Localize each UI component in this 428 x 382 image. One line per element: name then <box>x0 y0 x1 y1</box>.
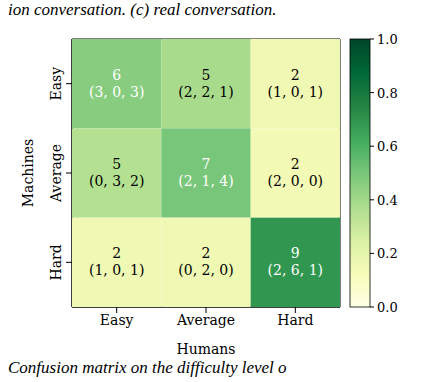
svg-text:2: 2 <box>291 67 300 83</box>
svg-text:Average: Average <box>48 144 64 203</box>
svg-text:0.8: 0.8 <box>377 86 398 101</box>
svg-text:2: 2 <box>112 245 121 261</box>
svg-text:Average: Average <box>176 312 235 328</box>
html-text:ion conversation. (c) real con: ion conversation. (c) real conversation. <box>8 0 277 19</box>
svg-text:Hard: Hard <box>277 312 313 328</box>
svg-text:(3, 0, 3): (3, 0, 3) <box>89 84 144 100</box>
svg-text:(0, 2, 0): (0, 2, 0) <box>178 262 233 278</box>
svg-text:0.0: 0.0 <box>377 300 398 315</box>
svg-text:0.2: 0.2 <box>377 246 398 261</box>
svg-text:Humans: Humans <box>176 341 235 356</box>
html-text:Confusion matrix on the diffic: Confusion matrix on the difficulty level… <box>8 358 287 377</box>
svg-text:(1, 0, 1): (1, 0, 1) <box>89 262 144 278</box>
svg-text:5: 5 <box>112 156 121 172</box>
svg-text:(2, 1, 4): (2, 1, 4) <box>178 173 233 189</box>
svg-text:(0, 3, 2): (0, 3, 2) <box>89 173 144 189</box>
svg-text:Easy: Easy <box>48 67 64 101</box>
svg-text:2: 2 <box>291 156 300 172</box>
svg-text:1.0: 1.0 <box>377 32 398 47</box>
svg-text:9: 9 <box>291 245 300 261</box>
svg-text:7: 7 <box>202 156 211 172</box>
svg-text:5: 5 <box>202 67 211 83</box>
svg-text:6: 6 <box>112 67 121 83</box>
svg-text:(2, 2, 1): (2, 2, 1) <box>178 84 233 100</box>
svg-text:(2, 6, 1): (2, 6, 1) <box>268 262 323 278</box>
svg-text:Easy: Easy <box>100 312 134 328</box>
svg-text:Hard: Hard <box>48 244 64 280</box>
svg-text:0.4: 0.4 <box>377 193 398 208</box>
svg-text:(2, 0, 0): (2, 0, 0) <box>268 173 323 189</box>
svg-text:(1, 0, 1): (1, 0, 1) <box>268 84 323 100</box>
svg-text:0.6: 0.6 <box>377 139 398 154</box>
svg-text:Machines: Machines <box>20 139 36 208</box>
svg-text:2: 2 <box>202 245 211 261</box>
